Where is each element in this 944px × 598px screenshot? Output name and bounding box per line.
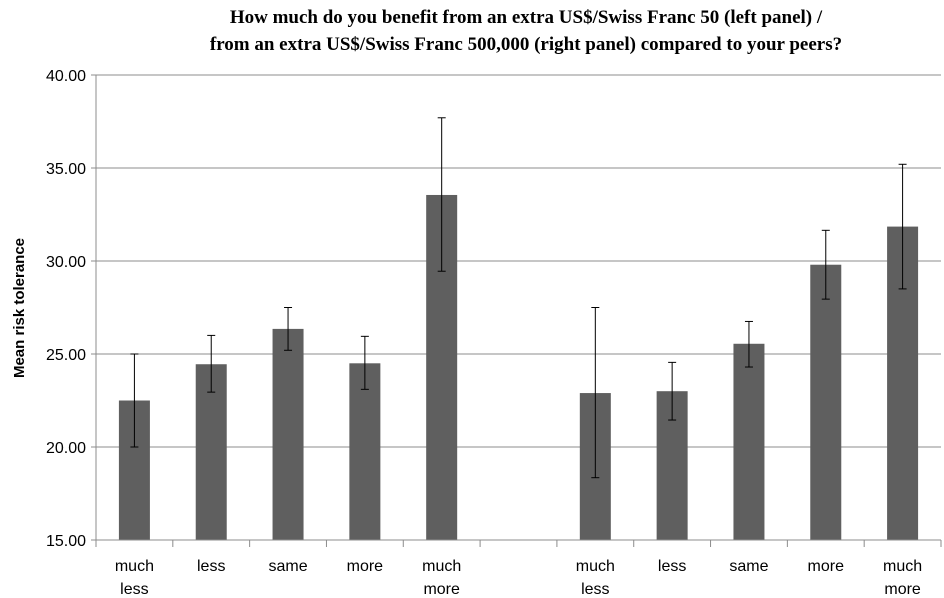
x-category-label: less (658, 558, 686, 575)
error-bars (130, 117, 907, 479)
x-category-label: more (808, 558, 845, 575)
x-category-label: less (197, 558, 225, 575)
bar (349, 363, 381, 540)
x-category-label: same (268, 558, 307, 575)
bar (810, 264, 842, 540)
x-category-label: same (729, 558, 768, 575)
x-category-label: much (883, 558, 922, 575)
y-tick-label: 40.00 (46, 68, 86, 85)
gridlines (91, 74, 941, 541)
x-category-label: much (576, 558, 615, 575)
chart-title-line-2: from an extra US$/Swiss Franc 500,000 (r… (210, 34, 842, 55)
x-category-label: more (347, 558, 384, 575)
x-category-label: less (581, 581, 609, 598)
x-category-label: less (120, 581, 148, 598)
x-category-label: much (115, 558, 154, 575)
chart-title-line-1: How much do you benefit from an extra US… (230, 7, 823, 28)
axes (95, 75, 942, 547)
y-tick-label: 15.00 (46, 533, 86, 550)
y-tick-label: 35.00 (46, 161, 86, 178)
y-axis-label: Mean risk tolerance (11, 238, 28, 378)
y-tick-label: 30.00 (46, 254, 86, 271)
bars (118, 194, 919, 540)
bar (733, 343, 765, 540)
x-category-label: more (423, 581, 460, 598)
y-tick-label: 20.00 (46, 440, 86, 457)
y-tick-labels: 15.00 20.00 25.00 30.00 35.00 40.00 (46, 68, 86, 550)
bar (272, 328, 304, 540)
x-category-labels: much less less same more much more much less less… (115, 558, 922, 598)
x-category-label: more (884, 581, 921, 598)
bar (195, 364, 227, 540)
x-category-label: much (422, 558, 461, 575)
y-tick-label: 25.00 (46, 347, 86, 364)
